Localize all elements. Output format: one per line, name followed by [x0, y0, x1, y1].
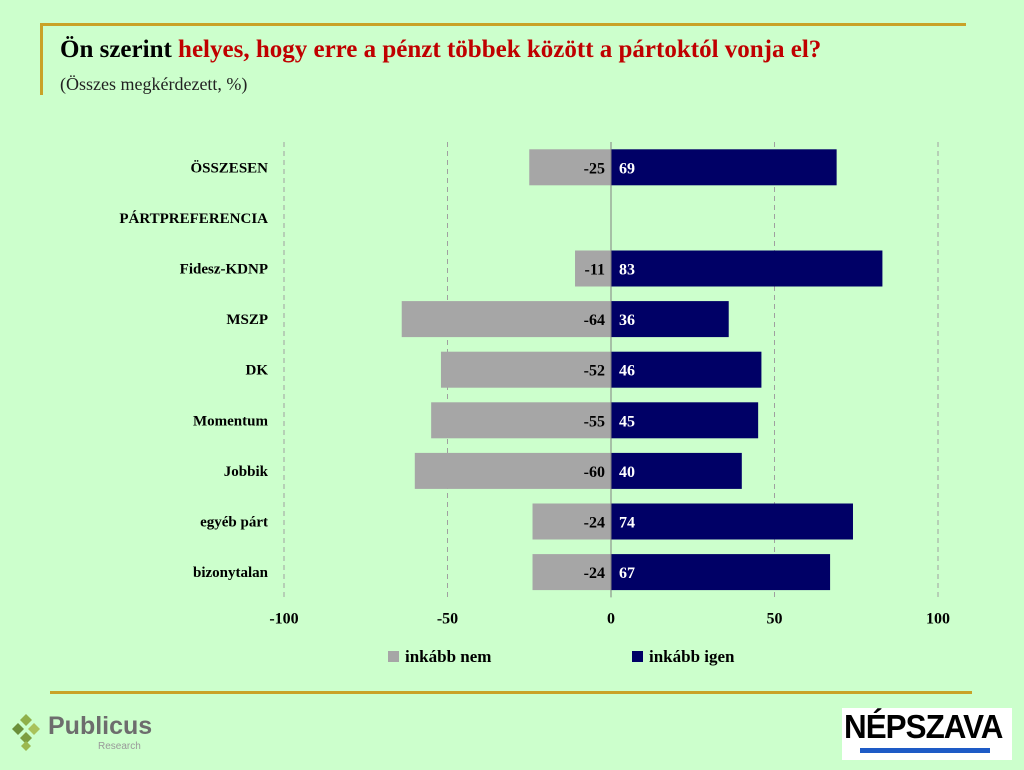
legend-label: inkább nem — [405, 647, 491, 666]
chart-subtitle: (Összes megkérdezett, %) — [60, 74, 248, 94]
category-label: MSZP — [226, 312, 268, 328]
data-label-nem: -25 — [584, 160, 605, 177]
bar-inkabb-igen — [611, 301, 729, 338]
bar-inkabb-igen — [611, 554, 831, 591]
nepszava-logo-text: NÉPSZAVA — [844, 708, 1003, 745]
data-label-igen: 74 — [619, 515, 635, 532]
category-label: bizonytalan — [193, 565, 269, 581]
category-label: ÖSSZESEN — [190, 159, 268, 176]
data-label-igen: 36 — [619, 312, 635, 329]
bar-inkabb-igen — [611, 351, 762, 388]
frame-left-rule — [40, 23, 43, 95]
bar-inkabb-nem — [414, 452, 611, 489]
legend-swatch — [632, 651, 643, 662]
bar-inkabb-nem — [529, 149, 611, 186]
data-label-igen: 83 — [619, 262, 635, 279]
x-tick-label: -100 — [269, 610, 298, 627]
data-label-igen: 69 — [619, 160, 635, 177]
publicus-logo-text: Publicus — [48, 712, 153, 740]
data-label-igen: 67 — [619, 565, 635, 582]
data-label-igen: 45 — [619, 413, 635, 430]
publicus-logo: Publicus Research — [12, 710, 152, 755]
chart-title: Ön szerint helyes, hogy erre a pénzt töb… — [60, 36, 821, 64]
bar-inkabb-nem — [575, 250, 611, 287]
bar-inkabb-igen — [611, 503, 853, 540]
bar-inkabb-nem — [440, 351, 611, 388]
category-label: PÁRTPREFERENCIA — [119, 210, 268, 227]
frame-top-rule — [40, 23, 966, 26]
data-label-igen: 40 — [619, 464, 635, 481]
bar-inkabb-nem — [532, 554, 611, 591]
data-label-igen: 46 — [619, 363, 635, 380]
legend-label: inkább igen — [649, 647, 735, 666]
x-tick-label: 100 — [926, 610, 950, 627]
title-part2: helyes, hogy erre a pénzt többek között … — [178, 36, 822, 63]
x-tick-label: 0 — [607, 610, 615, 627]
bar-inkabb-igen — [611, 250, 883, 287]
bar-inkabb-nem — [431, 402, 611, 439]
data-label-nem: -24 — [584, 515, 605, 532]
x-tick-label: -50 — [437, 610, 458, 627]
bar-inkabb-nem — [532, 503, 611, 540]
title-part1: Ön szerint — [60, 36, 179, 63]
category-label: egyéb párt — [200, 515, 268, 531]
bar-inkabb-igen — [611, 452, 742, 489]
data-label-nem: -11 — [585, 262, 605, 279]
data-label-nem: -55 — [584, 413, 605, 430]
publicus-diamond-icon — [12, 714, 40, 751]
category-label: Jobbik — [224, 464, 269, 480]
bar-inkabb-igen — [611, 402, 759, 439]
data-label-nem: -52 — [584, 363, 605, 380]
data-label-nem: -64 — [584, 312, 605, 329]
chart: -100 -50 0 50 100 ÖSSZESEN -25 69 PÁRTPREFERENCI… — [119, 142, 950, 666]
legend-swatch — [388, 651, 399, 662]
nepszava-logo: NÉPSZAVA — [842, 708, 1012, 760]
data-label-nem: -60 — [584, 464, 605, 481]
bar-inkabb-igen — [611, 149, 837, 186]
x-tick-label: 50 — [767, 610, 783, 627]
category-label: DK — [246, 363, 269, 379]
category-label: Fidesz-KDNP — [180, 262, 268, 278]
frame-bottom-rule — [50, 691, 972, 694]
bar-inkabb-nem — [401, 301, 611, 338]
category-label: Momentum — [193, 413, 268, 429]
data-label-nem: -24 — [584, 565, 605, 582]
nepszava-logo-bar — [860, 748, 990, 753]
publicus-logo-subtext: Research — [98, 741, 141, 752]
